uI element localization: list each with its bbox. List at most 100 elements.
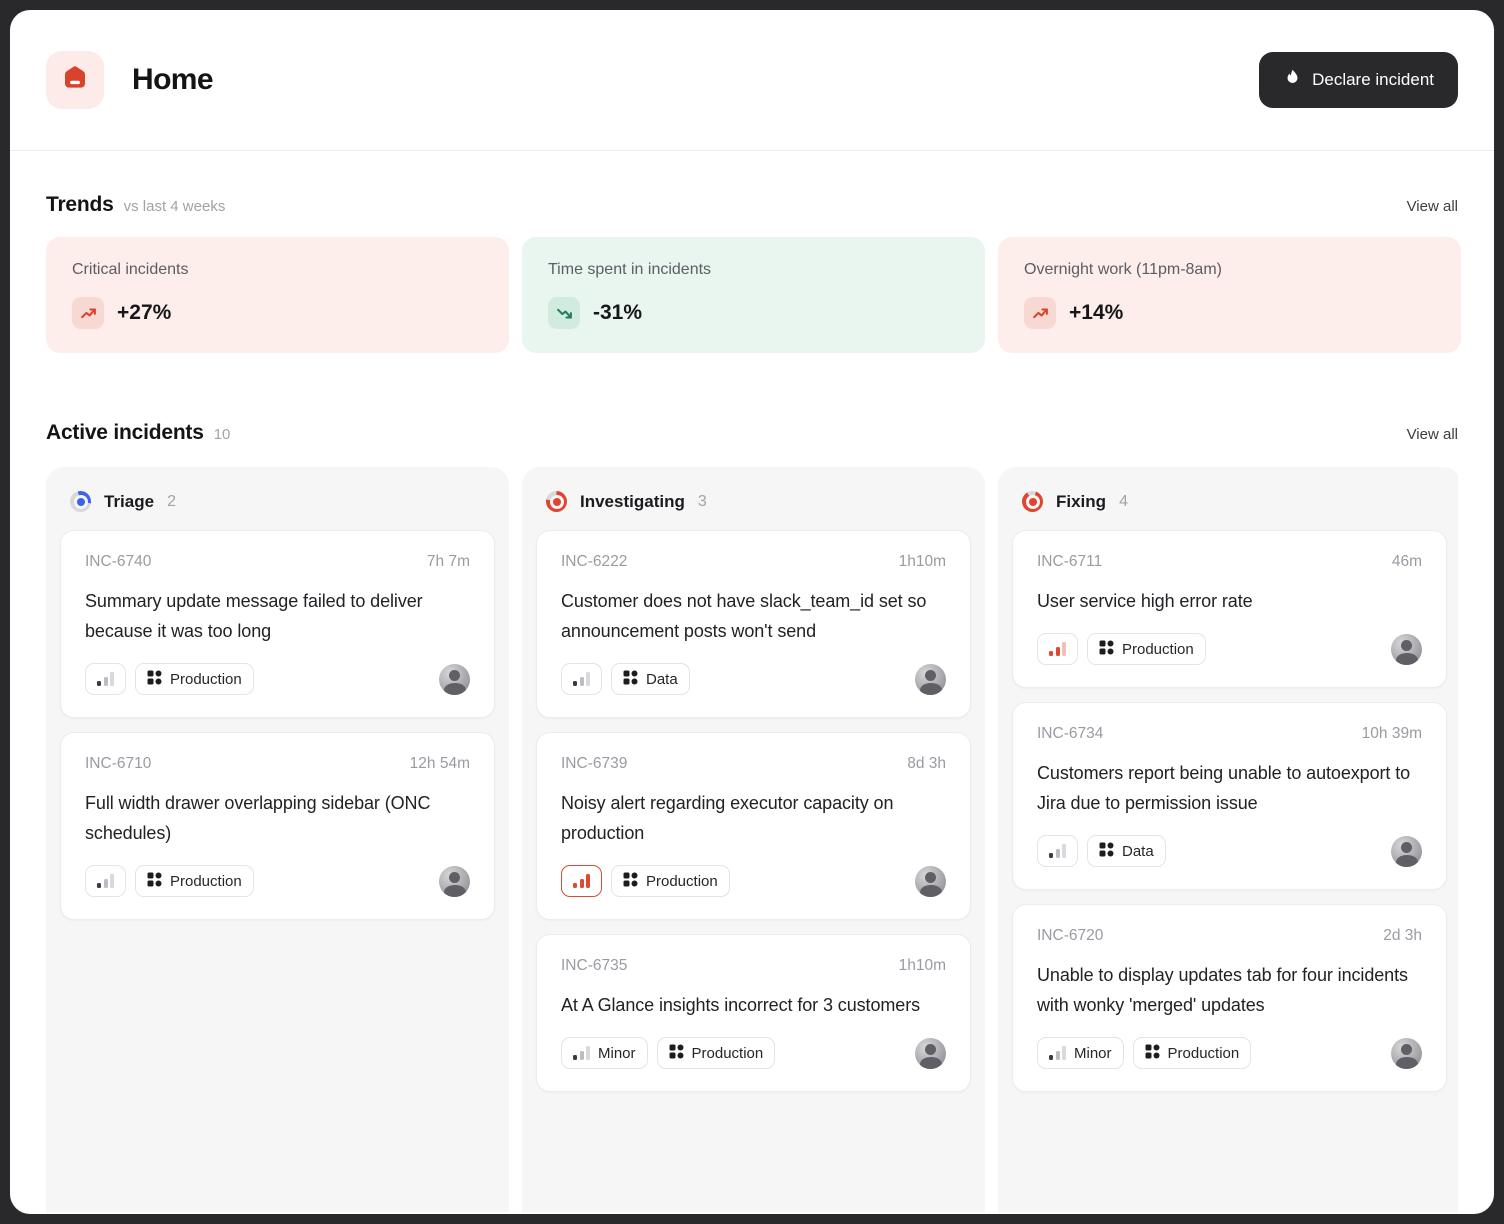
severity-badge-critical bbox=[561, 865, 602, 897]
incident-duration: 2d 3h bbox=[1383, 927, 1422, 944]
assignee-avatar bbox=[915, 1037, 946, 1069]
incident-card[interactable]: INC-6740 7h 7m Summary update message fa… bbox=[60, 530, 495, 718]
trend-value: +14% bbox=[1069, 301, 1124, 324]
incident-duration: 1h10m bbox=[898, 957, 946, 974]
main-content: Trends vs last 4 weeks View all Critical… bbox=[10, 151, 1494, 1214]
grid-icon bbox=[623, 670, 638, 689]
trend-value: -31% bbox=[593, 301, 643, 324]
assignee-avatar bbox=[915, 663, 946, 695]
severity-bars-icon bbox=[97, 874, 114, 888]
column-count: 2 bbox=[167, 492, 176, 510]
column-header: Triage 2 bbox=[60, 467, 495, 530]
severity-badge bbox=[85, 663, 126, 695]
incident-card[interactable]: INC-6734 10h 39m Customers report being … bbox=[1012, 702, 1447, 890]
incident-card[interactable]: INC-6735 1h10m At A Glance insights inco… bbox=[536, 934, 971, 1092]
incident-duration: 8d 3h bbox=[907, 755, 946, 772]
team-badge: Data bbox=[1087, 835, 1166, 867]
active-incidents-count: 10 bbox=[213, 426, 231, 443]
incident-id: INC-6740 bbox=[85, 553, 152, 570]
grid-icon bbox=[623, 872, 638, 891]
header: Home Declare incident bbox=[10, 10, 1494, 151]
incident-title: At A Glance insights incorrect for 3 cus… bbox=[561, 995, 921, 1015]
trend-card-critical-incidents: Critical incidents +27% bbox=[46, 237, 509, 353]
team-badge-label: Production bbox=[646, 872, 718, 890]
incident-duration: 7h 7m bbox=[426, 553, 470, 570]
incident-duration: 10h 39m bbox=[1361, 725, 1422, 742]
trends-view-all-link[interactable]: View all bbox=[1406, 198, 1458, 215]
team-badge: Production bbox=[135, 865, 254, 897]
house-icon bbox=[60, 63, 90, 98]
incident-id: INC-6739 bbox=[561, 755, 628, 772]
severity-badge-minor: Minor bbox=[1037, 1037, 1124, 1069]
team-badge-label: Data bbox=[1122, 842, 1154, 860]
declare-incident-label: Declare incident bbox=[1312, 70, 1434, 89]
incident-id: INC-6711 bbox=[1037, 553, 1103, 570]
assignee-avatar bbox=[1391, 835, 1422, 867]
severity-badge bbox=[1037, 835, 1078, 867]
trend-cards-row: Critical incidents +27% Time spent in in… bbox=[46, 237, 1461, 353]
severity-bars-icon bbox=[1049, 1046, 1066, 1060]
incident-id: INC-6734 bbox=[1037, 725, 1104, 742]
trend-up-icon bbox=[1024, 297, 1056, 329]
column-name: Investigating bbox=[580, 491, 685, 511]
severity-badge-minor: Minor bbox=[561, 1037, 648, 1069]
severity-bars-icon bbox=[573, 1046, 590, 1060]
team-badge-label: Production bbox=[170, 872, 242, 890]
column-header: Fixing 4 bbox=[1012, 467, 1447, 530]
team-badge-label: Production bbox=[691, 1044, 764, 1062]
column-name: Triage bbox=[104, 491, 155, 511]
incident-title: Customers report being unable to autoexp… bbox=[1037, 763, 1411, 813]
investigating-status-icon bbox=[546, 491, 567, 512]
trend-card-time-spent: Time spent in incidents -31% bbox=[522, 237, 985, 353]
incident-card[interactable]: INC-6720 2d 3h Unable to display updates… bbox=[1012, 904, 1447, 1092]
severity-bars-icon bbox=[1049, 642, 1066, 656]
severity-badge bbox=[561, 663, 602, 695]
page: Home Declare incident Trends vs last 4 w… bbox=[10, 10, 1494, 1214]
incident-column-investigating: Investigating 3 INC-6222 1h10m Customer … bbox=[522, 467, 985, 1212]
column-header: Investigating 3 bbox=[536, 467, 971, 530]
team-badge-label: Production bbox=[1167, 1044, 1240, 1062]
incident-id: INC-6710 bbox=[85, 755, 152, 772]
team-badge-label: Production bbox=[1122, 640, 1194, 658]
assignee-avatar bbox=[1391, 1037, 1422, 1069]
trend-label: Time spent in incidents bbox=[548, 261, 712, 278]
incident-title: User service high error rate bbox=[1037, 591, 1253, 611]
incident-title: Customer does not have slack_team_id set… bbox=[561, 591, 927, 641]
home-app-icon bbox=[46, 51, 104, 109]
severity-bars-icon bbox=[573, 874, 590, 888]
grid-icon bbox=[669, 1044, 684, 1063]
team-badge: Production bbox=[1132, 1037, 1252, 1069]
flame-icon bbox=[1283, 68, 1302, 92]
severity-badge-label: Minor bbox=[1074, 1044, 1112, 1062]
grid-icon bbox=[1145, 1044, 1160, 1063]
grid-icon bbox=[147, 670, 162, 689]
team-badge: Production bbox=[611, 865, 730, 897]
trend-value: +27% bbox=[117, 301, 172, 324]
active-incidents-view-all-link[interactable]: View all bbox=[1406, 426, 1458, 443]
grid-icon bbox=[1099, 842, 1114, 861]
grid-icon bbox=[147, 872, 162, 891]
severity-badge-label: Minor bbox=[598, 1044, 636, 1062]
incident-id: INC-6735 bbox=[561, 957, 628, 974]
trends-subtitle: vs last 4 weeks bbox=[123, 198, 226, 215]
incident-card[interactable]: INC-6739 8d 3h Noisy alert regarding exe… bbox=[536, 732, 971, 920]
trend-label: Overnight work (11pm-8am) bbox=[1024, 261, 1222, 278]
incident-duration: 1h10m bbox=[898, 553, 946, 570]
declare-incident-button[interactable]: Declare incident bbox=[1259, 52, 1458, 108]
incident-title: Full width drawer overlapping sidebar (O… bbox=[85, 793, 431, 843]
incident-title: Summary update message failed to deliver… bbox=[85, 591, 423, 641]
severity-badge bbox=[85, 865, 126, 897]
incident-card[interactable]: INC-6711 46m User service high error rat… bbox=[1012, 530, 1447, 688]
severity-bars-icon bbox=[1049, 844, 1066, 858]
trend-down-icon bbox=[548, 297, 580, 329]
triage-status-icon bbox=[70, 491, 91, 512]
trend-label: Critical incidents bbox=[72, 261, 189, 278]
column-count: 3 bbox=[697, 492, 707, 510]
incident-card[interactable]: INC-6710 12h 54m Full width drawer overl… bbox=[60, 732, 495, 920]
team-badge: Production bbox=[656, 1037, 776, 1069]
team-badge: Production bbox=[135, 663, 254, 695]
assignee-avatar bbox=[439, 865, 470, 897]
team-badge: Data bbox=[611, 663, 690, 695]
incident-card[interactable]: INC-6222 1h10m Customer does not have sl… bbox=[536, 530, 971, 718]
